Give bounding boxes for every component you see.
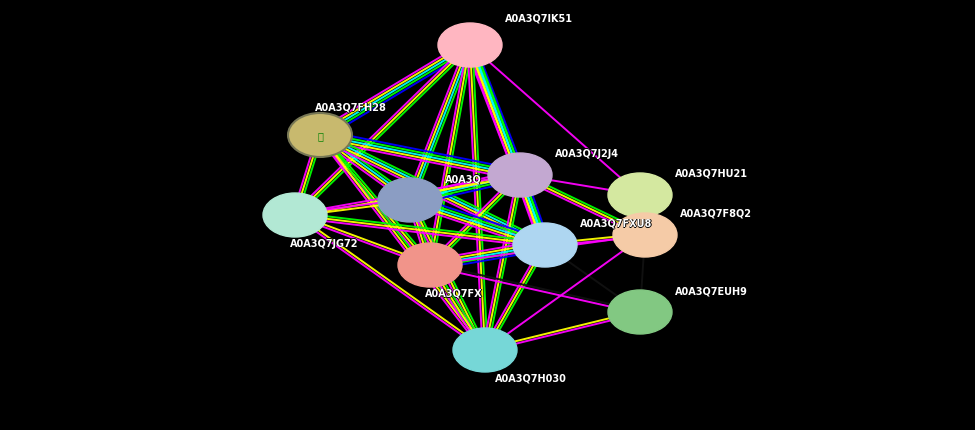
Text: A0A3Q7JG72: A0A3Q7JG72 (290, 239, 359, 249)
Text: A0A3Q7F8Q2: A0A3Q7F8Q2 (680, 209, 752, 219)
Ellipse shape (453, 328, 517, 372)
Text: A0A3Q: A0A3Q (445, 174, 482, 184)
Text: A0A3Q7FX: A0A3Q7FX (424, 289, 482, 298)
Text: A0A3Q7HU21: A0A3Q7HU21 (675, 169, 748, 178)
Text: A0A3Q7H030: A0A3Q7H030 (494, 373, 566, 383)
Text: A0A3Q7J2J4: A0A3Q7J2J4 (555, 149, 619, 159)
Text: A0A3Q7FX: A0A3Q7FX (425, 289, 483, 298)
Text: A0A3Q7IK51: A0A3Q7IK51 (504, 13, 572, 23)
Text: A0A3Q7FX: A0A3Q7FX (425, 289, 483, 299)
Text: A0A3Q7F8Q2: A0A3Q7F8Q2 (680, 209, 752, 218)
Text: A0A3Q7IK51: A0A3Q7IK51 (505, 12, 573, 22)
Text: A0A3Q7JG72: A0A3Q7JG72 (290, 238, 359, 248)
Ellipse shape (378, 178, 442, 222)
Text: A0A3Q7F8Q2: A0A3Q7F8Q2 (680, 208, 752, 218)
Text: A0A3Q7IK51: A0A3Q7IK51 (505, 13, 573, 23)
Text: A0A3Q7JG72: A0A3Q7JG72 (290, 239, 359, 249)
Text: A0A3Q7FXU8: A0A3Q7FXU8 (580, 218, 652, 228)
Text: A0A3Q7FXU8: A0A3Q7FXU8 (580, 218, 653, 228)
Text: A0A3Q7J2J4: A0A3Q7J2J4 (555, 149, 619, 159)
Text: A0A3Q7IK51: A0A3Q7IK51 (505, 13, 573, 23)
Text: A0A3Q7J2J4: A0A3Q7J2J4 (555, 149, 618, 159)
Text: A0A3Q7HU21: A0A3Q7HU21 (675, 169, 748, 179)
Ellipse shape (263, 194, 327, 237)
Text: A0A3Q7J2J4: A0A3Q7J2J4 (555, 148, 619, 158)
Text: A0A3Q7FH28: A0A3Q7FH28 (315, 102, 387, 112)
Text: 🦎: 🦎 (317, 131, 323, 141)
Text: A0A3Q7FX: A0A3Q7FX (425, 289, 484, 298)
Text: A0A3Q7FH28: A0A3Q7FH28 (315, 103, 386, 113)
Text: A0A3Q7J2J4: A0A3Q7J2J4 (556, 149, 619, 159)
Ellipse shape (438, 24, 502, 68)
Text: A0A3Q7IK51: A0A3Q7IK51 (505, 13, 573, 24)
Ellipse shape (613, 214, 677, 258)
Text: A0A3Q7EUH9: A0A3Q7EUH9 (675, 286, 748, 295)
Text: A0A3Q7FXU8: A0A3Q7FXU8 (580, 219, 652, 229)
Text: A0A3Q: A0A3Q (446, 174, 483, 184)
Text: A0A3Q7EUH9: A0A3Q7EUH9 (675, 286, 748, 295)
Text: A0A3Q7HU21: A0A3Q7HU21 (675, 168, 748, 178)
Text: A0A3Q7EUH9: A0A3Q7EUH9 (676, 286, 749, 295)
Text: A0A3Q7EUH9: A0A3Q7EUH9 (675, 285, 748, 295)
Ellipse shape (488, 154, 552, 197)
Text: A0A3Q7F8Q2: A0A3Q7F8Q2 (680, 209, 752, 218)
Text: A0A3Q: A0A3Q (445, 174, 482, 184)
Ellipse shape (513, 224, 577, 267)
Text: A0A3Q: A0A3Q (445, 173, 482, 183)
Text: A0A3Q7FXU8: A0A3Q7FXU8 (580, 218, 652, 228)
Text: A0A3Q7HU21: A0A3Q7HU21 (675, 169, 748, 178)
Text: A0A3Q7F8Q2: A0A3Q7F8Q2 (681, 209, 753, 218)
Text: A0A3Q7H030: A0A3Q7H030 (495, 373, 566, 383)
Ellipse shape (608, 290, 672, 334)
Ellipse shape (608, 174, 672, 218)
Text: A0A3Q7JG72: A0A3Q7JG72 (291, 239, 359, 249)
Text: A0A3Q7JG72: A0A3Q7JG72 (290, 239, 358, 249)
Ellipse shape (398, 243, 462, 287)
Text: A0A3Q7FH28: A0A3Q7FH28 (316, 103, 387, 113)
Ellipse shape (288, 114, 352, 158)
Text: A0A3Q7H030: A0A3Q7H030 (495, 374, 566, 384)
Text: A0A3Q7H030: A0A3Q7H030 (495, 373, 567, 383)
Text: A0A3Q7EUH9: A0A3Q7EUH9 (675, 286, 748, 296)
Text: A0A3Q7H030: A0A3Q7H030 (495, 373, 566, 383)
Text: A0A3Q7FH28: A0A3Q7FH28 (315, 103, 387, 113)
Text: A0A3Q7HU21: A0A3Q7HU21 (676, 169, 749, 178)
Text: A0A3Q: A0A3Q (445, 174, 482, 184)
Text: A0A3Q7FH28: A0A3Q7FH28 (315, 103, 387, 113)
Text: A0A3Q7FX: A0A3Q7FX (425, 288, 483, 298)
Text: A0A3Q7FXU8: A0A3Q7FXU8 (579, 218, 652, 228)
